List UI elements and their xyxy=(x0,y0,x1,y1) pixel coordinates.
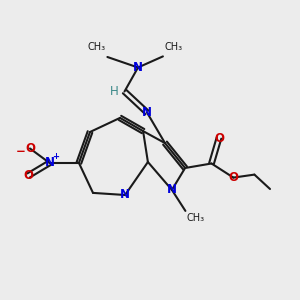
Text: N: N xyxy=(167,183,177,196)
Text: O: O xyxy=(23,169,34,182)
Text: O: O xyxy=(228,171,239,184)
Text: O: O xyxy=(25,142,35,155)
Text: O: O xyxy=(214,131,224,145)
Text: +: + xyxy=(52,152,60,161)
Text: N: N xyxy=(44,156,55,170)
Text: N: N xyxy=(120,188,130,202)
Text: N: N xyxy=(133,61,143,74)
Text: N: N xyxy=(142,106,152,119)
Text: CH₃: CH₃ xyxy=(88,43,106,52)
Text: −: − xyxy=(16,145,26,158)
Text: CH₃: CH₃ xyxy=(164,42,182,52)
Text: H: H xyxy=(110,85,118,98)
Text: CH₃: CH₃ xyxy=(187,213,205,223)
